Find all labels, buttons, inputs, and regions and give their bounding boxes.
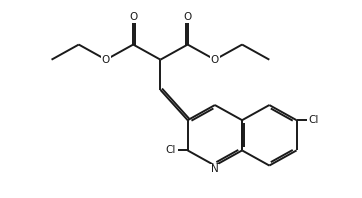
Text: Cl: Cl: [308, 115, 318, 125]
Text: O: O: [102, 55, 110, 65]
Text: Cl: Cl: [166, 145, 176, 155]
Text: N: N: [211, 165, 219, 174]
Text: O: O: [184, 12, 192, 22]
Text: O: O: [129, 12, 137, 22]
Text: O: O: [211, 55, 219, 65]
